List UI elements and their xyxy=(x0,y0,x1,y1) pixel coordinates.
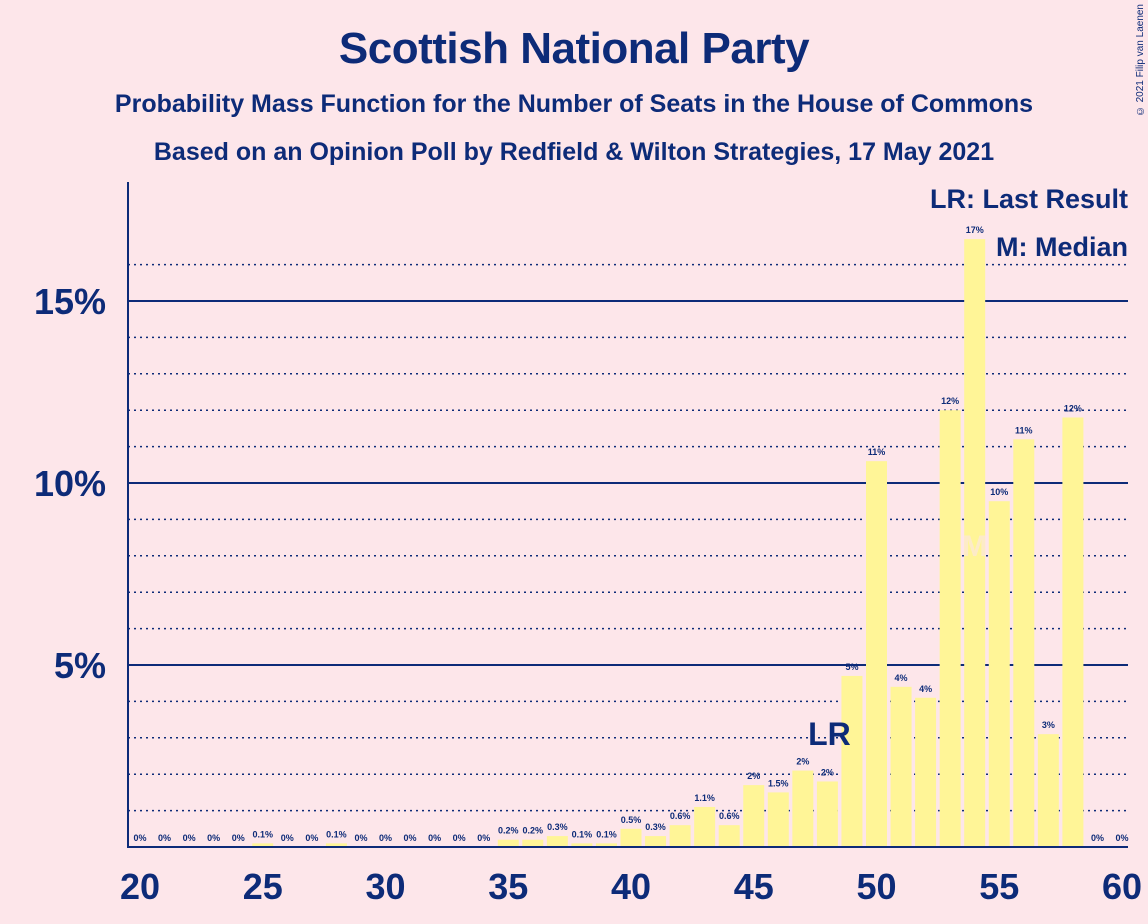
data-label-seat-36: 0.2% xyxy=(523,826,544,836)
data-label-seat-33: 0% xyxy=(453,833,466,843)
bar-seat-45 xyxy=(743,785,765,847)
data-label-seat-43: 1.1% xyxy=(694,793,715,803)
data-label-seat-31: 0% xyxy=(404,833,417,843)
bar-seat-53 xyxy=(939,410,961,847)
data-label-seat-32: 0% xyxy=(428,833,441,843)
data-label-seat-37: 0.3% xyxy=(547,822,568,832)
data-label-seat-24: 0% xyxy=(232,833,245,843)
data-label-seat-20: 0% xyxy=(133,833,146,843)
bar-seat-55 xyxy=(988,501,1010,847)
bar-seat-47 xyxy=(792,770,814,847)
data-label-seat-41: 0.3% xyxy=(645,822,666,832)
data-label-seat-25: 0.1% xyxy=(252,829,273,839)
bar-seat-40 xyxy=(620,828,642,847)
bar-seat-58 xyxy=(1062,417,1084,847)
y-tick-label: 5% xyxy=(54,645,106,686)
chart-source: Based on an Opinion Poll by Redfield & W… xyxy=(153,138,995,166)
chart-title: Scottish National Party xyxy=(338,24,810,73)
bar-seat-36 xyxy=(522,839,544,847)
data-label-seat-35: 0.2% xyxy=(498,826,519,836)
data-label-seat-21: 0% xyxy=(158,833,171,843)
data-label-seat-59: 0% xyxy=(1091,833,1104,843)
data-label-seat-40: 0.5% xyxy=(621,815,642,825)
last-result-marker: LR xyxy=(808,716,851,752)
data-label-seat-52: 4% xyxy=(919,684,932,694)
x-tick-label: 55 xyxy=(979,866,1019,907)
data-label-seat-50: 11% xyxy=(868,447,886,457)
data-label-seat-49: 5% xyxy=(845,662,858,672)
data-label-seat-44: 0.6% xyxy=(719,811,740,821)
y-tick-label: 10% xyxy=(34,463,106,504)
bar-seat-43 xyxy=(694,806,716,847)
data-label-seat-53: 12% xyxy=(941,396,959,406)
data-label-seat-27: 0% xyxy=(305,833,318,843)
data-label-seat-22: 0% xyxy=(183,833,196,843)
median-marker: M xyxy=(962,530,987,563)
data-label-seat-29: 0% xyxy=(354,833,367,843)
x-tick-label: 20 xyxy=(120,866,160,907)
bar-seat-50 xyxy=(866,461,887,847)
bar-seat-46 xyxy=(767,792,789,847)
x-tick-label: 40 xyxy=(611,866,651,907)
x-tick-label: 60 xyxy=(1102,866,1142,907)
data-label-seat-55: 10% xyxy=(990,487,1008,497)
bar-seat-41 xyxy=(645,836,667,847)
data-label-seat-51: 4% xyxy=(895,673,908,683)
bar-seat-52 xyxy=(915,697,937,847)
y-tick-label: 15% xyxy=(34,281,106,322)
data-label-seat-60: 0% xyxy=(1115,833,1128,843)
bar-seat-38 xyxy=(571,843,593,847)
data-label-seat-46: 1.5% xyxy=(768,778,789,788)
data-label-seat-26: 0% xyxy=(281,833,294,843)
data-label-seat-58: 12% xyxy=(1064,403,1082,413)
legend-last-result: LR: Last Result xyxy=(929,184,1128,214)
bar-seat-49 xyxy=(841,675,863,847)
data-label-seat-48: 2% xyxy=(821,767,834,777)
data-label-seat-38: 0.1% xyxy=(572,829,593,839)
x-tick-label: 25 xyxy=(243,866,283,907)
data-label-seat-57: 3% xyxy=(1042,720,1055,730)
bar-seat-56 xyxy=(1013,439,1035,847)
bar-seat-39 xyxy=(595,843,617,847)
data-label-seat-23: 0% xyxy=(207,833,220,843)
data-label-seat-30: 0% xyxy=(379,833,392,843)
bar-seat-44 xyxy=(718,825,740,847)
data-label-seat-28: 0.1% xyxy=(326,829,347,839)
x-tick-label: 50 xyxy=(856,866,896,907)
bar-seat-54 xyxy=(964,239,986,847)
bar-seat-51 xyxy=(890,686,912,847)
data-label-seat-42: 0.6% xyxy=(670,811,691,821)
data-label-seat-39: 0.1% xyxy=(596,829,617,839)
data-label-seat-45: 2% xyxy=(747,771,760,781)
bar-seat-25 xyxy=(252,843,274,847)
legend-median: M: Median xyxy=(996,232,1128,262)
bar-seat-37 xyxy=(546,836,568,847)
data-label-seat-34: 0% xyxy=(477,833,490,843)
bar-seat-42 xyxy=(669,825,691,847)
x-tick-label: 45 xyxy=(734,866,774,907)
data-label-seat-56: 11% xyxy=(1015,425,1033,435)
x-tick-label: 35 xyxy=(488,866,528,907)
chart-subtitle: Probability Mass Function for the Number… xyxy=(114,90,1034,118)
bar-seat-35 xyxy=(497,839,519,847)
data-label-seat-47: 2% xyxy=(796,757,809,767)
bar-seat-28 xyxy=(325,843,347,847)
data-label-seat-54: 17% xyxy=(966,225,984,235)
x-tick-label: 30 xyxy=(365,866,405,907)
bar-seat-48 xyxy=(816,781,838,847)
bar-seat-57 xyxy=(1037,734,1059,847)
